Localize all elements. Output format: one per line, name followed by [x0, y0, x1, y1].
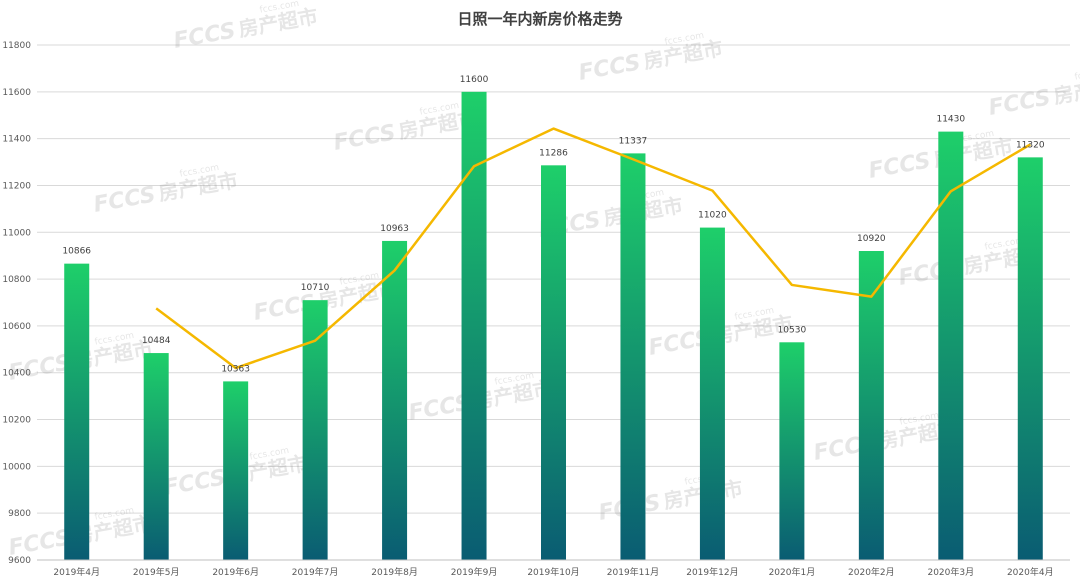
axes: 9600 9800 10000 10200 10400 10600 10800 11000 11…: [2, 41, 1070, 578]
y-tick-label: 10400: [2, 369, 31, 379]
x-tick-label: 2019年5月: [133, 566, 180, 578]
data-label: 10530: [778, 325, 807, 335]
y-tick-label: 10200: [2, 416, 31, 426]
bar-2019年5月: [143, 353, 169, 560]
svg-text:fccs.com: fccs.com: [1074, 66, 1080, 83]
bar-2019年9月: [461, 91, 487, 561]
bar-2020年4月: [1017, 157, 1043, 560]
data-label: 11430: [936, 115, 965, 125]
bar-2019年6月: [223, 381, 249, 560]
svg-text:FCCS: FCCS: [92, 182, 158, 217]
data-label: 10484: [142, 336, 171, 346]
y-tick-label: 10000: [2, 462, 31, 472]
svg-text:FCCS: FCCS: [162, 465, 228, 500]
x-tick-label: 2019年7月: [292, 566, 339, 578]
trend-line: [155, 127, 1031, 370]
data-label: 11337: [619, 136, 648, 146]
y-tick-label: 11800: [2, 41, 31, 51]
bar-2019年11月: [620, 153, 646, 560]
x-tick-label: 2019年10月: [527, 566, 579, 578]
bar-2020年3月: [938, 131, 964, 560]
svg-text:FCCS: FCCS: [577, 50, 643, 85]
y-tick-label: 10800: [2, 275, 31, 285]
x-tick-label: 2019年8月: [371, 566, 418, 578]
chart-title: 日照一年内新房价格走势: [457, 10, 622, 28]
bar-2019年4月: [64, 263, 90, 560]
data-label: 10866: [62, 247, 91, 257]
x-tick-label: 2019年11月: [607, 566, 659, 578]
x-tick-label: 2019年12月: [686, 566, 738, 578]
y-tick-label: 9600: [8, 556, 31, 566]
x-tick-label: 2019年4月: [53, 566, 100, 578]
data-label: 10710: [301, 283, 330, 293]
svg-text:FCCS: FCCS: [987, 85, 1053, 120]
bar-2019年8月: [382, 240, 408, 561]
data-label: 11020: [698, 211, 727, 221]
svg-text:FCCS: FCCS: [332, 120, 398, 155]
bar-2020年2月: [858, 251, 884, 560]
x-tick-label: 2020年4月: [1007, 566, 1054, 578]
y-tick-label: 11200: [2, 181, 31, 191]
bar-2019年10月: [541, 165, 566, 560]
bar-2020年1月: [779, 342, 805, 560]
x-tick-label: 2020年2月: [848, 566, 895, 578]
data-label: 11600: [460, 75, 489, 85]
y-tick-label: 11000: [2, 228, 31, 238]
data-label: 10920: [857, 234, 886, 244]
data-labels: 10866 10484 10363 10710 10963 11600 11286 11337…: [62, 75, 1044, 375]
x-tick-label: 2019年9月: [451, 566, 498, 578]
data-label: 10363: [221, 364, 250, 374]
y-tick-label: 11400: [2, 135, 31, 145]
bar-series: [64, 91, 1043, 561]
x-tick-label: 2020年1月: [769, 566, 816, 578]
data-label: 10963: [380, 224, 409, 234]
x-tick-label: 2020年3月: [927, 566, 974, 578]
x-tick-label: 2019年6月: [212, 566, 259, 578]
bar-2019年12月: [699, 227, 725, 560]
data-label: 11286: [539, 148, 568, 158]
y-tick-label: 10600: [2, 322, 31, 332]
data-label: 11320: [1016, 140, 1045, 150]
svg-text:FCCS: FCCS: [867, 148, 933, 183]
trend-line-series: [155, 127, 1031, 370]
y-tick-label: 9800: [8, 509, 31, 519]
y-tick-label: 11600: [2, 88, 31, 98]
svg-text:FCCS: FCCS: [172, 18, 238, 53]
